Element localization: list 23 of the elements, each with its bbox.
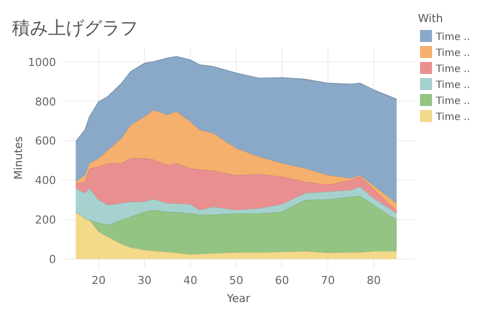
y-tick-label: 200 <box>35 214 56 227</box>
legend-label: Time .. <box>435 96 470 107</box>
y-tick-label: 0 <box>49 253 56 266</box>
x-tick-label: 40 <box>183 274 198 287</box>
legend-label: Time .. <box>435 112 470 123</box>
x-tick-label: 80 <box>366 274 381 287</box>
legend-label: Time .. <box>435 48 470 59</box>
x-tick-label: 50 <box>229 274 244 287</box>
x-tick-label: 20 <box>92 274 106 287</box>
y-tick-label: 600 <box>35 134 56 148</box>
x-tick-label: 70 <box>320 274 335 287</box>
legend-label: Time .. <box>435 80 470 91</box>
y-tick-label: 1000 <box>28 56 56 69</box>
x-axis-title: Year <box>226 292 251 305</box>
chart-title: 積み上げグラフ <box>12 18 138 39</box>
x-tick-label: 60 <box>275 274 290 287</box>
x-tick-label: 30 <box>138 274 152 287</box>
y-axis-title: Minutes <box>12 136 25 180</box>
legend-label: Time .. <box>435 64 470 75</box>
y-tick-label: 400 <box>35 174 56 188</box>
legend-title: With <box>418 12 444 25</box>
legend-label: Time .. <box>435 32 470 43</box>
y-tick-label: 800 <box>35 95 56 108</box>
